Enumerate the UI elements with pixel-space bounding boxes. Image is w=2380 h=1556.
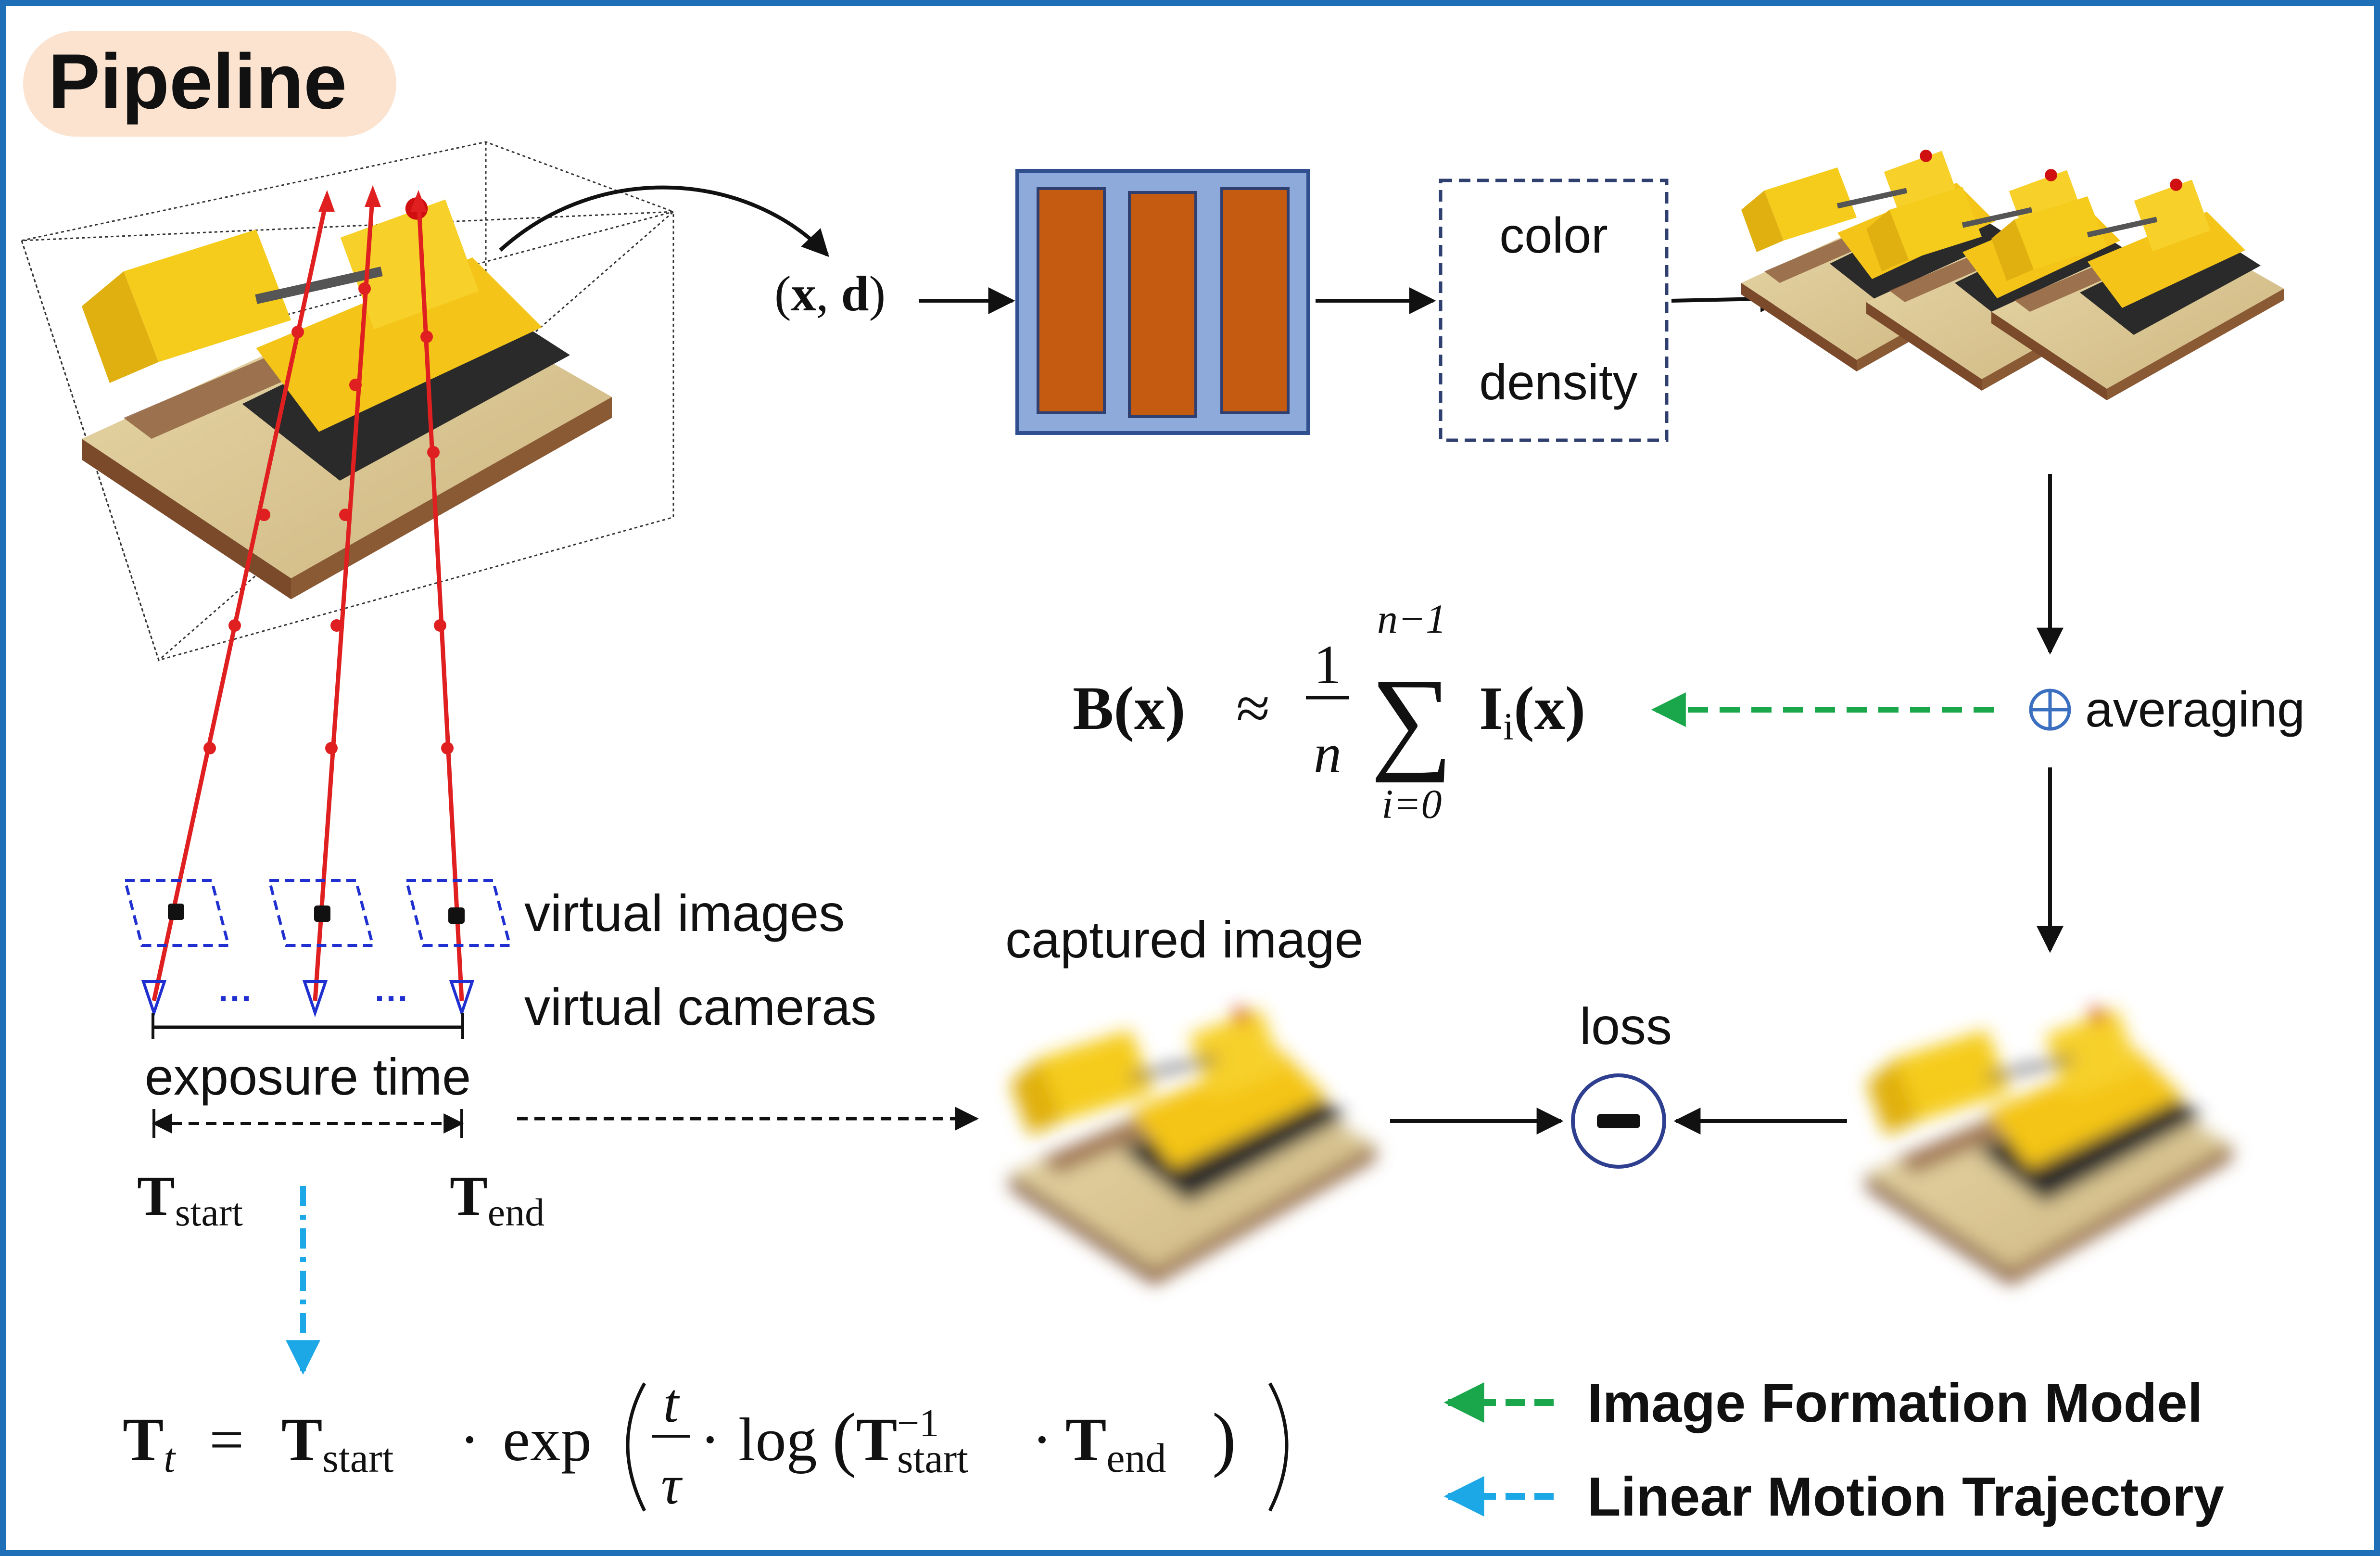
legend: Image Formation Model Linear Motion Traj… — [1443, 1373, 2224, 1528]
trajectory-formula: Tt = Tstart · exp t τ · log ( T −1 start… — [123, 1373, 1289, 1516]
averaging-label: averaging — [2085, 682, 2305, 738]
rendered-virtual-images — [1741, 150, 2284, 400]
virtual-images-label: virtual images — [524, 884, 845, 942]
svg-text:≈: ≈ — [1236, 674, 1270, 742]
svg-text:t: t — [663, 1373, 680, 1434]
averaging-plus-icon — [2029, 689, 2071, 731]
legend-linear-motion-label: Linear Motion Trajectory — [1587, 1467, 2224, 1528]
svg-text:1: 1 — [1314, 634, 1342, 696]
scene-to-input-arrow — [499, 185, 829, 257]
svg-text:·: · — [459, 1405, 480, 1474]
virtual-camera-markers — [141, 980, 475, 1018]
synthesized-blurry-image — [1866, 1008, 2232, 1285]
legend-image-formation-label: Image Formation Model — [1587, 1373, 2203, 1434]
svg-text:log: log — [738, 1405, 817, 1474]
exposure-time-label: exposure time — [145, 1047, 471, 1106]
input-label: (x, d) — [774, 266, 886, 321]
svg-text:Tend: Tend — [1065, 1405, 1166, 1481]
blur-formula: B(x) ≈ 1 n n−1 ∑ i=0 Ii(x) — [1073, 596, 1585, 827]
pipeline-title: Pipeline — [48, 38, 347, 125]
svg-text:·: · — [700, 1405, 721, 1474]
right-paren: ) — [1212, 1399, 1236, 1479]
svg-text:=: = — [209, 1405, 244, 1474]
virtual-cameras-label: virtual cameras — [524, 978, 876, 1036]
camera-ellipsis-1: ··· — [218, 980, 253, 1018]
color-output-label: color — [1499, 208, 1608, 264]
svg-text:start: start — [897, 1435, 968, 1481]
density-output-label: density — [1479, 355, 1638, 410]
camera-ellipsis-2: ··· — [375, 980, 409, 1018]
virtual-image-centers — [168, 904, 465, 924]
output-box — [1439, 179, 1669, 442]
ray-sample-points — [203, 282, 454, 754]
svg-text:·: · — [1032, 1405, 1052, 1474]
loss-label: loss — [1580, 997, 1672, 1055]
svg-text:−1: −1 — [897, 1401, 939, 1445]
svg-text:T: T — [856, 1405, 897, 1474]
svg-text:B(x): B(x) — [1073, 674, 1186, 742]
left-paren: ( — [832, 1399, 856, 1479]
t-end-label: Tend — [450, 1164, 544, 1234]
svg-text:Ii(x): Ii(x) — [1479, 674, 1585, 748]
svg-text:∑: ∑ — [1370, 655, 1453, 783]
t-start-label: Tstart — [137, 1164, 243, 1234]
svg-text:τ: τ — [661, 1454, 683, 1516]
captured-blurry-image — [1010, 1008, 1376, 1285]
virtual-image-frames — [123, 879, 512, 947]
ray-arrowheads — [318, 185, 427, 212]
svg-text:n: n — [1314, 723, 1342, 785]
mlp-network-block — [1015, 169, 1310, 435]
svg-text:Tt: Tt — [123, 1405, 176, 1481]
loss-minus-icon — [1571, 1073, 1666, 1169]
captured-image-label: captured image — [1005, 910, 1363, 969]
svg-text:i=0: i=0 — [1382, 781, 1442, 827]
svg-text:Tstart: Tstart — [281, 1405, 394, 1481]
svg-text:exp: exp — [503, 1405, 592, 1474]
svg-text:n−1: n−1 — [1377, 596, 1446, 642]
title-pill — [23, 31, 396, 137]
